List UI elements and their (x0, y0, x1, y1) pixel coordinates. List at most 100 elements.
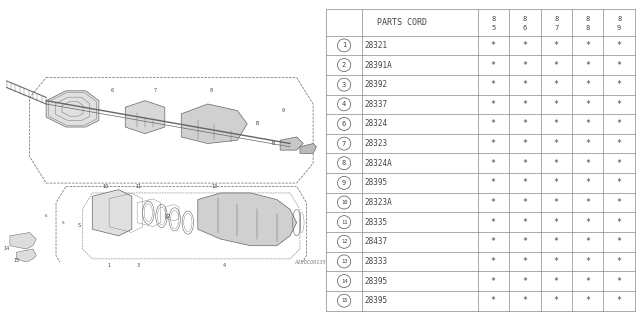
Text: *: * (585, 100, 590, 109)
Polygon shape (17, 249, 36, 262)
Polygon shape (181, 104, 247, 143)
Text: *: * (554, 100, 559, 109)
Text: S: S (61, 220, 64, 225)
Text: *: * (617, 60, 621, 69)
Text: 28395: 28395 (364, 178, 387, 188)
Text: *: * (617, 41, 621, 50)
Text: *: * (617, 237, 621, 246)
Text: *: * (585, 159, 590, 168)
Text: 10: 10 (341, 200, 348, 205)
Text: *: * (554, 159, 559, 168)
Text: *: * (617, 80, 621, 89)
Text: *: * (617, 296, 621, 305)
Text: *: * (585, 80, 590, 89)
Text: 12: 12 (341, 239, 348, 244)
Text: 28395: 28395 (364, 276, 387, 285)
Text: 3: 3 (342, 82, 346, 88)
Text: 15: 15 (13, 258, 20, 263)
Text: 4: 4 (342, 101, 346, 107)
Text: PARTS CORD: PARTS CORD (377, 18, 427, 27)
Text: *: * (491, 218, 496, 227)
Text: 3: 3 (137, 263, 140, 268)
Text: *: * (617, 139, 621, 148)
Text: *: * (617, 100, 621, 109)
Text: 28323A: 28323A (364, 198, 392, 207)
Text: *: * (554, 237, 559, 246)
Text: *: * (617, 198, 621, 207)
Text: *: * (617, 257, 621, 266)
Text: 6: 6 (111, 88, 114, 93)
Polygon shape (10, 233, 36, 249)
Text: *: * (554, 139, 559, 148)
Text: *: * (522, 159, 527, 168)
Text: *: * (522, 60, 527, 69)
Text: *: * (617, 276, 621, 285)
Text: *: * (491, 198, 496, 207)
Text: *: * (585, 119, 590, 128)
Text: 28324A: 28324A (364, 159, 392, 168)
Text: 15: 15 (341, 298, 348, 303)
Text: *: * (491, 276, 496, 285)
Text: 8: 8 (586, 16, 590, 22)
Text: B: B (255, 121, 259, 126)
Text: 6: 6 (45, 214, 47, 218)
Text: 28335: 28335 (364, 218, 387, 227)
Text: *: * (522, 198, 527, 207)
Text: 8: 8 (554, 16, 558, 22)
Text: 5: 5 (491, 25, 495, 31)
Text: *: * (522, 178, 527, 188)
Text: *: * (554, 178, 559, 188)
Text: 9: 9 (617, 25, 621, 31)
Text: 11: 11 (341, 220, 348, 225)
Text: *: * (585, 178, 590, 188)
Text: 2: 2 (342, 62, 346, 68)
Text: *: * (522, 119, 527, 128)
Text: *: * (585, 296, 590, 305)
Text: 6: 6 (342, 121, 346, 127)
Text: *: * (522, 276, 527, 285)
Text: *: * (554, 80, 559, 89)
Polygon shape (300, 143, 316, 153)
Text: 28324: 28324 (364, 119, 387, 128)
Text: *: * (554, 276, 559, 285)
Polygon shape (46, 91, 99, 127)
Polygon shape (125, 101, 165, 134)
Text: *: * (554, 60, 559, 69)
Text: 9: 9 (342, 180, 346, 186)
Text: *: * (522, 139, 527, 148)
Text: *: * (585, 198, 590, 207)
Text: B: B (272, 141, 275, 146)
Text: 7: 7 (554, 25, 558, 31)
Text: *: * (585, 41, 590, 50)
Text: 28392: 28392 (364, 80, 387, 89)
Text: *: * (522, 257, 527, 266)
Text: 28391A: 28391A (364, 60, 392, 69)
Text: *: * (522, 100, 527, 109)
Text: *: * (491, 119, 496, 128)
Text: *: * (554, 119, 559, 128)
Text: S: S (77, 223, 81, 228)
Text: 8: 8 (209, 88, 212, 93)
Text: 28321: 28321 (364, 41, 387, 50)
Text: *: * (554, 198, 559, 207)
Text: *: * (491, 60, 496, 69)
Text: 4: 4 (223, 263, 226, 268)
Text: *: * (491, 237, 496, 246)
Text: 8: 8 (342, 160, 346, 166)
Text: 6: 6 (523, 25, 527, 31)
Text: 8: 8 (586, 25, 590, 31)
Text: 1: 1 (108, 263, 110, 268)
Text: *: * (554, 41, 559, 50)
Polygon shape (280, 137, 303, 150)
Text: *: * (491, 159, 496, 168)
Text: 13: 13 (211, 184, 218, 189)
Text: *: * (554, 218, 559, 227)
Text: 28323: 28323 (364, 139, 387, 148)
Text: 12: 12 (165, 213, 172, 219)
Text: *: * (617, 178, 621, 188)
Text: *: * (585, 276, 590, 285)
Text: *: * (522, 296, 527, 305)
Text: 1: 1 (342, 43, 346, 48)
Text: A280C00135: A280C00135 (294, 260, 326, 266)
Text: 11: 11 (135, 184, 141, 189)
